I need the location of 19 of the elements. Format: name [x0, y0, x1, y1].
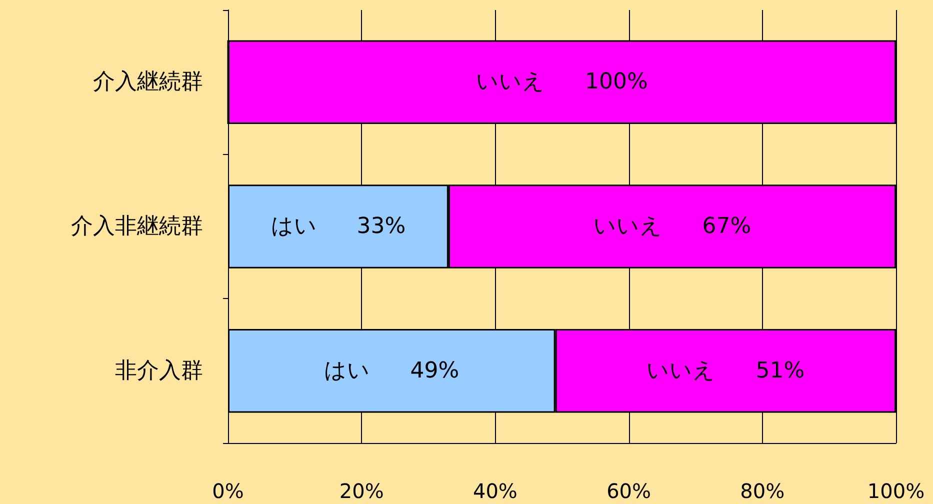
y-tick-label: 非介入群: [115, 358, 203, 384]
y-tick-label: 介入継続群: [93, 70, 203, 95]
x-tick-label: 20%: [339, 479, 384, 503]
text: はい: [324, 358, 370, 384]
series-label: いいえ: [593, 214, 662, 239]
series-label: はい: [270, 214, 317, 239]
data-label: 49%: [410, 358, 460, 384]
x-tick-label: 60%: [606, 479, 652, 503]
data-label: 51%: [756, 358, 805, 384]
text: いいえ: [476, 70, 546, 95]
data-label: 100%: [585, 70, 648, 95]
x-tick-label: 100%: [867, 479, 925, 503]
data-label: 33%: [356, 214, 406, 239]
x-tick-label: 0%: [212, 479, 244, 503]
x-tick-label: 80%: [740, 479, 785, 503]
text: いいえ: [646, 358, 716, 384]
x-tick-label: 40%: [472, 479, 518, 503]
data-label: 67%: [702, 214, 752, 239]
y-tick-label: 介入非継続群: [71, 214, 203, 239]
